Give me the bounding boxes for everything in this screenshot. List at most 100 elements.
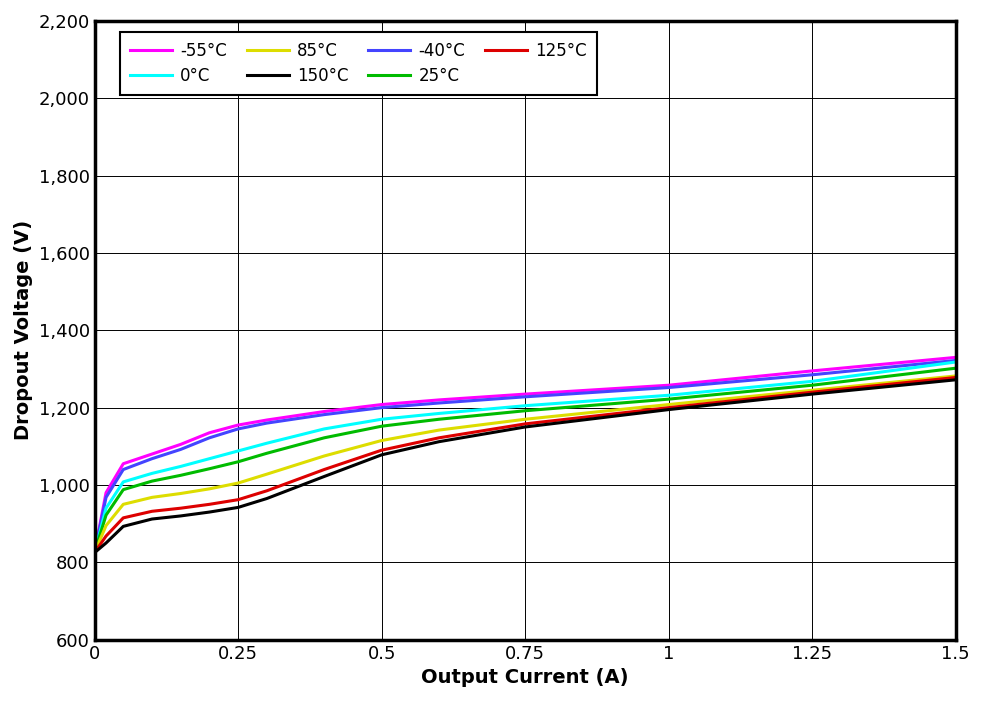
-55°C xyxy=(232,421,244,429)
25°C xyxy=(89,548,100,557)
125°C xyxy=(89,548,100,557)
150°C xyxy=(318,472,330,481)
-55°C xyxy=(663,381,675,390)
-40°C xyxy=(89,548,100,557)
0°C xyxy=(663,391,675,400)
Line: 25°C: 25°C xyxy=(94,368,955,552)
-40°C xyxy=(318,410,330,418)
85°C xyxy=(520,415,531,423)
-55°C xyxy=(89,548,100,557)
0°C xyxy=(100,504,112,512)
25°C xyxy=(204,465,215,473)
0°C xyxy=(175,462,187,470)
125°C xyxy=(433,434,445,442)
25°C xyxy=(175,471,187,479)
0°C xyxy=(204,454,215,463)
150°C xyxy=(100,539,112,547)
0°C xyxy=(117,477,129,486)
25°C xyxy=(520,407,531,415)
150°C xyxy=(204,508,215,516)
-40°C xyxy=(806,371,818,379)
150°C xyxy=(376,451,388,459)
150°C xyxy=(806,390,818,398)
85°C xyxy=(806,386,818,395)
-40°C xyxy=(146,454,157,463)
150°C xyxy=(146,515,157,523)
Y-axis label: Dropout Voltage (V): Dropout Voltage (V) xyxy=(14,220,32,440)
-55°C xyxy=(376,400,388,409)
85°C xyxy=(261,470,273,478)
Legend: -55°C, 0°C, 85°C, 150°C, -40°C, 25°C, 125°C: -55°C, 0°C, 85°C, 150°C, -40°C, 25°C, 12… xyxy=(120,32,596,95)
85°C xyxy=(232,479,244,487)
-55°C xyxy=(950,353,961,362)
85°C xyxy=(175,489,187,498)
25°C xyxy=(117,485,129,494)
-55°C xyxy=(100,489,112,497)
-55°C xyxy=(175,440,187,449)
150°C xyxy=(663,405,675,414)
125°C xyxy=(950,373,961,381)
-40°C xyxy=(376,404,388,412)
-55°C xyxy=(204,428,215,437)
0°C xyxy=(433,409,445,418)
85°C xyxy=(117,500,129,508)
-40°C xyxy=(175,445,187,454)
85°C xyxy=(376,436,388,444)
85°C xyxy=(318,451,330,460)
-40°C xyxy=(663,383,675,392)
125°C xyxy=(806,388,818,396)
125°C xyxy=(100,532,112,540)
150°C xyxy=(175,512,187,520)
125°C xyxy=(204,500,215,508)
-40°C xyxy=(950,356,961,365)
Line: -55°C: -55°C xyxy=(94,358,955,552)
0°C xyxy=(520,402,531,410)
25°C xyxy=(433,415,445,423)
150°C xyxy=(232,503,244,512)
-55°C xyxy=(261,416,273,424)
-55°C xyxy=(146,450,157,458)
85°C xyxy=(100,522,112,530)
150°C xyxy=(520,423,531,431)
-40°C xyxy=(100,494,112,502)
0°C xyxy=(89,548,100,557)
85°C xyxy=(950,372,961,380)
25°C xyxy=(232,458,244,466)
0°C xyxy=(232,447,244,455)
Line: 0°C: 0°C xyxy=(94,362,955,552)
-55°C xyxy=(433,395,445,404)
Line: 85°C: 85°C xyxy=(94,376,955,552)
125°C xyxy=(232,496,244,504)
85°C xyxy=(204,484,215,493)
150°C xyxy=(261,494,273,503)
125°C xyxy=(261,486,273,495)
85°C xyxy=(146,494,157,502)
Line: 125°C: 125°C xyxy=(94,377,955,552)
Line: 150°C: 150°C xyxy=(94,380,955,552)
0°C xyxy=(261,439,273,447)
0°C xyxy=(146,469,157,477)
-55°C xyxy=(117,460,129,468)
125°C xyxy=(376,446,388,454)
X-axis label: Output Current (A): Output Current (A) xyxy=(421,668,629,687)
125°C xyxy=(663,404,675,412)
85°C xyxy=(663,400,675,409)
-55°C xyxy=(806,367,818,375)
-40°C xyxy=(261,419,273,428)
25°C xyxy=(376,422,388,430)
150°C xyxy=(950,376,961,384)
-40°C xyxy=(204,434,215,442)
0°C xyxy=(376,415,388,423)
-40°C xyxy=(117,465,129,474)
125°C xyxy=(117,514,129,522)
25°C xyxy=(100,511,112,519)
-55°C xyxy=(318,407,330,416)
85°C xyxy=(89,548,100,557)
150°C xyxy=(117,522,129,531)
85°C xyxy=(433,426,445,435)
-40°C xyxy=(520,393,531,401)
Line: -40°C: -40°C xyxy=(94,360,955,552)
125°C xyxy=(520,420,531,428)
25°C xyxy=(318,434,330,442)
-40°C xyxy=(232,425,244,433)
